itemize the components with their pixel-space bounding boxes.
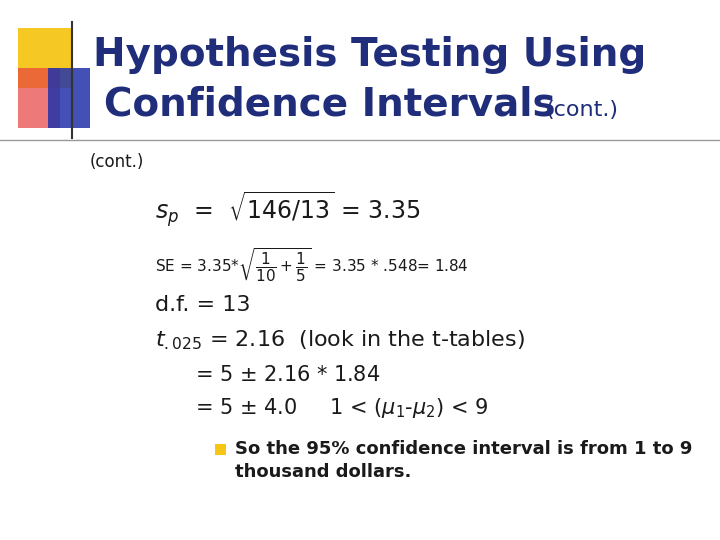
- Text: d.f. = 13: d.f. = 13: [155, 295, 251, 315]
- Text: $s_p$  =  $\sqrt{146/13}$ = 3.35: $s_p$ = $\sqrt{146/13}$ = 3.35: [155, 190, 420, 230]
- Text: So the 95% confidence interval is from 1 to 9: So the 95% confidence interval is from 1…: [235, 440, 693, 458]
- Bar: [18, 68, 60, 128]
- Text: SE = 3.35*$\sqrt{\dfrac{1}{10}+\dfrac{1}{5}}$ = 3.35 * .548= 1.84: SE = 3.35*$\sqrt{\dfrac{1}{10}+\dfrac{1}…: [155, 246, 469, 284]
- Text: Confidence Intervals: Confidence Intervals: [104, 86, 556, 124]
- Text: (cont.): (cont.): [545, 100, 618, 120]
- Bar: [18, 28, 73, 88]
- Text: = 5 $\pm$ 2.16 * 1.84: = 5 $\pm$ 2.16 * 1.84: [195, 365, 380, 385]
- Text: Hypothesis Testing Using: Hypothesis Testing Using: [94, 36, 647, 74]
- Text: thousand dollars.: thousand dollars.: [235, 463, 411, 481]
- Bar: [215, 444, 226, 455]
- Text: = 5 $\pm$ 4.0     1 < ($\mu_1$-$\mu_2$) < 9: = 5 $\pm$ 4.0 1 < ($\mu_1$-$\mu_2$) < 9: [195, 396, 488, 420]
- Bar: [48, 68, 90, 128]
- Text: $t_{.025}$ = 2.16  (look in the t-tables): $t_{.025}$ = 2.16 (look in the t-tables): [155, 328, 525, 352]
- Text: (cont.): (cont.): [90, 153, 145, 171]
